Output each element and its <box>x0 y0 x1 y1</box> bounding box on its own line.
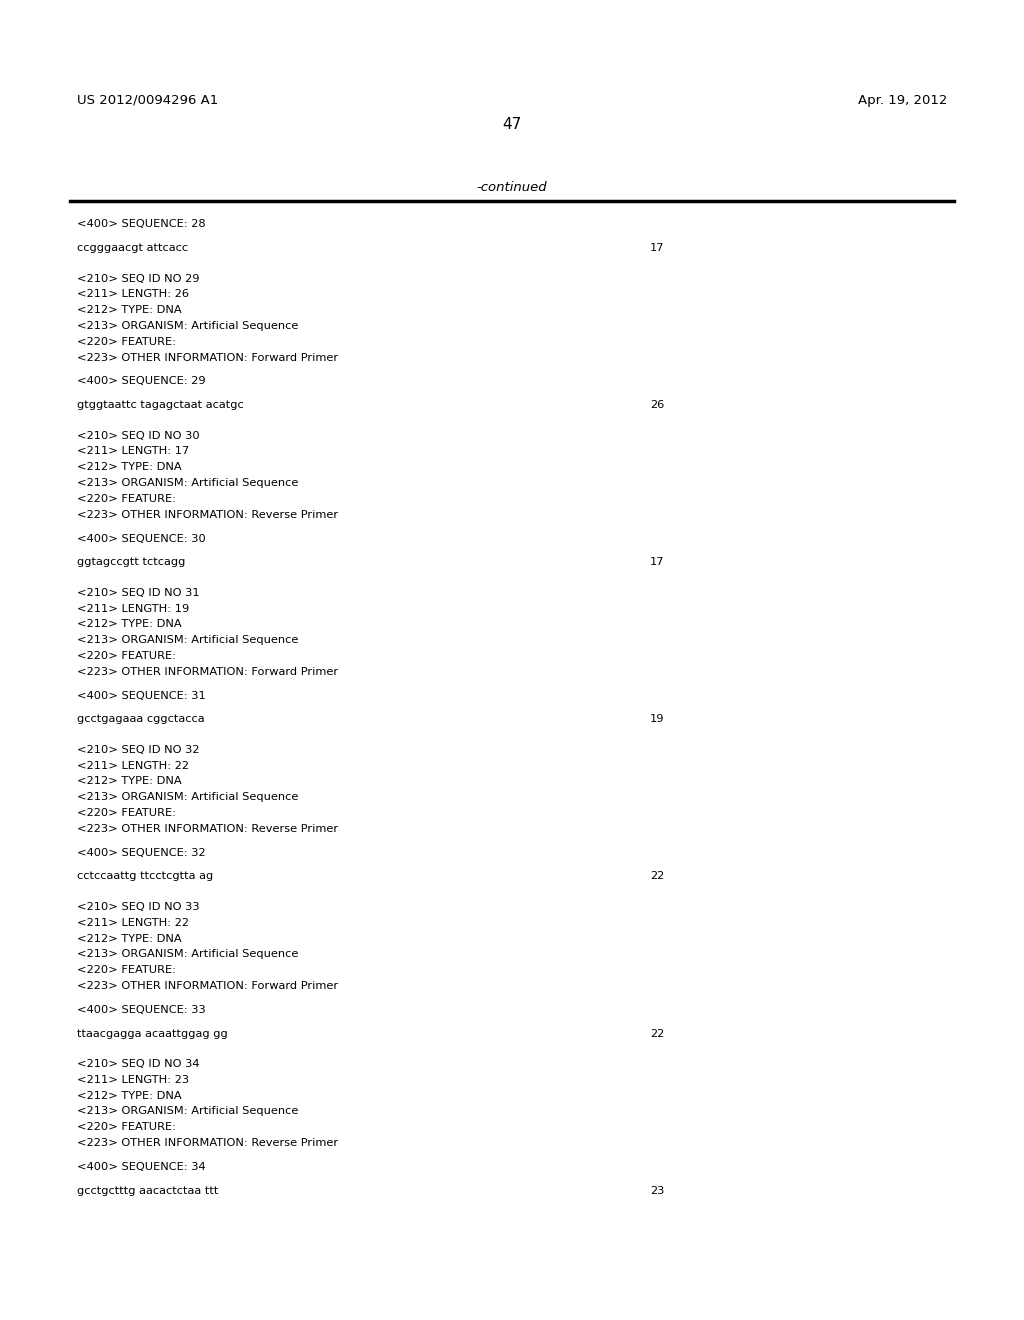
Text: <220> FEATURE:: <220> FEATURE: <box>77 1122 176 1133</box>
Text: <220> FEATURE:: <220> FEATURE: <box>77 337 176 347</box>
Text: gtggtaattc tagagctaat acatgc: gtggtaattc tagagctaat acatgc <box>77 400 244 411</box>
Text: <220> FEATURE:: <220> FEATURE: <box>77 965 176 975</box>
Text: ggtagccgtt tctcagg: ggtagccgtt tctcagg <box>77 557 185 568</box>
Text: <400> SEQUENCE: 34: <400> SEQUENCE: 34 <box>77 1162 206 1172</box>
Text: <211> LENGTH: 22: <211> LENGTH: 22 <box>77 917 188 928</box>
Text: <220> FEATURE:: <220> FEATURE: <box>77 808 176 818</box>
Text: <213> ORGANISM: Artificial Sequence: <213> ORGANISM: Artificial Sequence <box>77 792 298 803</box>
Text: <223> OTHER INFORMATION: Reverse Primer: <223> OTHER INFORMATION: Reverse Primer <box>77 510 338 520</box>
Text: 26: 26 <box>650 400 665 411</box>
Text: 22: 22 <box>650 871 665 882</box>
Text: <212> TYPE: DNA: <212> TYPE: DNA <box>77 462 181 473</box>
Text: -continued: -continued <box>477 181 547 194</box>
Text: ccgggaacgt attcacc: ccgggaacgt attcacc <box>77 243 188 253</box>
Text: <211> LENGTH: 17: <211> LENGTH: 17 <box>77 446 189 457</box>
Text: <211> LENGTH: 26: <211> LENGTH: 26 <box>77 289 188 300</box>
Text: <223> OTHER INFORMATION: Forward Primer: <223> OTHER INFORMATION: Forward Primer <box>77 352 338 363</box>
Text: 47: 47 <box>503 116 521 132</box>
Text: <212> TYPE: DNA: <212> TYPE: DNA <box>77 1090 181 1101</box>
Text: <212> TYPE: DNA: <212> TYPE: DNA <box>77 619 181 630</box>
Text: <213> ORGANISM: Artificial Sequence: <213> ORGANISM: Artificial Sequence <box>77 635 298 645</box>
Text: <210> SEQ ID NO 33: <210> SEQ ID NO 33 <box>77 902 200 912</box>
Text: 19: 19 <box>650 714 665 725</box>
Text: <400> SEQUENCE: 29: <400> SEQUENCE: 29 <box>77 376 206 387</box>
Text: Apr. 19, 2012: Apr. 19, 2012 <box>858 94 947 107</box>
Text: <213> ORGANISM: Artificial Sequence: <213> ORGANISM: Artificial Sequence <box>77 321 298 331</box>
Text: <212> TYPE: DNA: <212> TYPE: DNA <box>77 933 181 944</box>
Text: 17: 17 <box>650 557 665 568</box>
Text: <220> FEATURE:: <220> FEATURE: <box>77 494 176 504</box>
Text: <213> ORGANISM: Artificial Sequence: <213> ORGANISM: Artificial Sequence <box>77 1106 298 1117</box>
Text: gcctgctttg aacactctaa ttt: gcctgctttg aacactctaa ttt <box>77 1185 218 1196</box>
Text: <400> SEQUENCE: 30: <400> SEQUENCE: 30 <box>77 533 206 544</box>
Text: <211> LENGTH: 23: <211> LENGTH: 23 <box>77 1074 188 1085</box>
Text: <223> OTHER INFORMATION: Reverse Primer: <223> OTHER INFORMATION: Reverse Primer <box>77 824 338 834</box>
Text: <223> OTHER INFORMATION: Forward Primer: <223> OTHER INFORMATION: Forward Primer <box>77 981 338 991</box>
Text: <213> ORGANISM: Artificial Sequence: <213> ORGANISM: Artificial Sequence <box>77 949 298 960</box>
Text: <400> SEQUENCE: 28: <400> SEQUENCE: 28 <box>77 219 206 230</box>
Text: US 2012/0094296 A1: US 2012/0094296 A1 <box>77 94 218 107</box>
Text: <212> TYPE: DNA: <212> TYPE: DNA <box>77 776 181 787</box>
Text: <210> SEQ ID NO 32: <210> SEQ ID NO 32 <box>77 744 200 755</box>
Text: <213> ORGANISM: Artificial Sequence: <213> ORGANISM: Artificial Sequence <box>77 478 298 488</box>
Text: <211> LENGTH: 22: <211> LENGTH: 22 <box>77 760 188 771</box>
Text: 17: 17 <box>650 243 665 253</box>
Text: <220> FEATURE:: <220> FEATURE: <box>77 651 176 661</box>
Text: <211> LENGTH: 19: <211> LENGTH: 19 <box>77 603 189 614</box>
Text: <210> SEQ ID NO 29: <210> SEQ ID NO 29 <box>77 273 200 284</box>
Text: <210> SEQ ID NO 34: <210> SEQ ID NO 34 <box>77 1059 200 1069</box>
Text: <400> SEQUENCE: 31: <400> SEQUENCE: 31 <box>77 690 206 701</box>
Text: cctccaattg ttcctcgtta ag: cctccaattg ttcctcgtta ag <box>77 871 213 882</box>
Text: <223> OTHER INFORMATION: Reverse Primer: <223> OTHER INFORMATION: Reverse Primer <box>77 1138 338 1148</box>
Text: <212> TYPE: DNA: <212> TYPE: DNA <box>77 305 181 315</box>
Text: 23: 23 <box>650 1185 665 1196</box>
Text: <210> SEQ ID NO 31: <210> SEQ ID NO 31 <box>77 587 200 598</box>
Text: <223> OTHER INFORMATION: Forward Primer: <223> OTHER INFORMATION: Forward Primer <box>77 667 338 677</box>
Text: <400> SEQUENCE: 33: <400> SEQUENCE: 33 <box>77 1005 206 1015</box>
Text: <210> SEQ ID NO 30: <210> SEQ ID NO 30 <box>77 430 200 441</box>
Text: <400> SEQUENCE: 32: <400> SEQUENCE: 32 <box>77 847 206 858</box>
Text: gcctgagaaa cggctacca: gcctgagaaa cggctacca <box>77 714 205 725</box>
Text: ttaacgagga acaattggag gg: ttaacgagga acaattggag gg <box>77 1028 227 1039</box>
Text: 22: 22 <box>650 1028 665 1039</box>
